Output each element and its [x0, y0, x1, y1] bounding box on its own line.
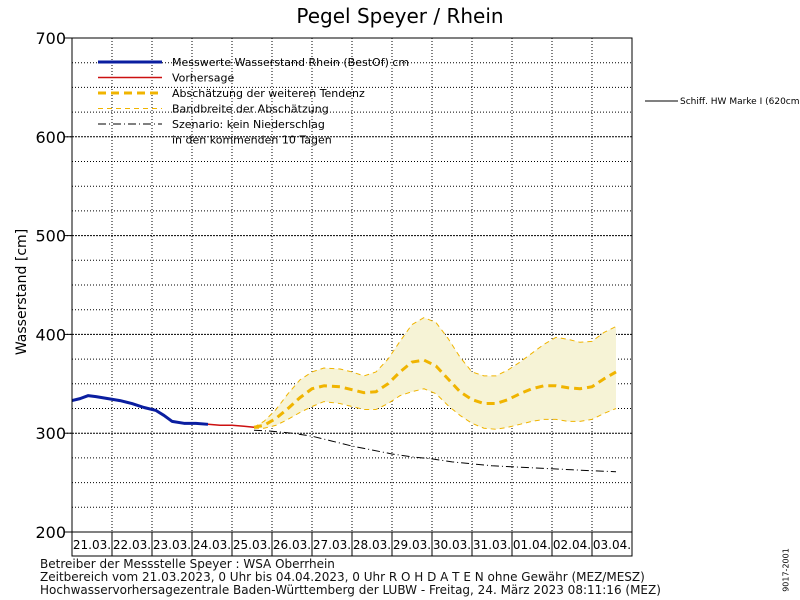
x-tick-label: 29.03.: [393, 538, 431, 552]
x-tick-label: 28.03.: [353, 538, 391, 552]
y-tick-label: 400: [35, 325, 66, 344]
x-tick-label: 30.03.: [433, 538, 471, 552]
x-tick-label: 25.03.: [233, 538, 271, 552]
y-tick-label: 600: [35, 128, 66, 147]
reference-line-label: Schiff. HW Marke I (620cm): [680, 97, 800, 107]
series-forecast-line: [207, 423, 255, 429]
chart-title: Pegel Speyer / Rhein: [296, 4, 504, 28]
series-measured-line: [71, 394, 209, 426]
footer-source: Hochwasservorhersagezentrale Baden-Württ…: [40, 583, 661, 597]
footer-operator: Betreiber der Messstelle Speyer : WSA Ob…: [40, 557, 335, 571]
uncertainty-band-fill: [254, 317, 616, 430]
legend-label: Messwerte Wasserstand Rhein (BestOf) cm: [172, 56, 409, 69]
series-tendency-line: [253, 358, 617, 429]
x-tick-label: 02.04.: [553, 538, 591, 552]
y-tick-label: 200: [35, 523, 66, 542]
legend-label: Abschätzung der weiteren Tendenz: [172, 87, 365, 100]
series-no-rain-scenario-line: [253, 429, 617, 473]
footer-timerange: Zeitbereich vom 21.03.2023, 0 Uhr bis 04…: [40, 570, 645, 584]
y-tick-label: 700: [35, 29, 66, 48]
chart-code-label: 9017-2001: [781, 548, 791, 592]
y-tick-label: 500: [35, 227, 66, 246]
x-tick-label: 22.03.: [113, 538, 151, 552]
legend-label: in den kommenden 10 Tagen: [172, 134, 332, 147]
x-tick-label: 23.03.: [153, 538, 191, 552]
x-tick-label: 21.03.: [73, 538, 111, 552]
series-band-lower-line: [254, 388, 617, 430]
y-tick-label: 300: [35, 424, 66, 443]
x-tick-label: 24.03.: [193, 538, 231, 552]
legend-label: Vorhersage: [172, 72, 234, 85]
x-tick-label: 27.03.: [313, 538, 351, 552]
series-band-upper-line: [253, 317, 617, 428]
legend-label: Bandbreite der Abschätzung: [172, 103, 329, 116]
x-tick-label: 26.03.: [273, 538, 311, 552]
legend-label: Szenario: kein Niederschlag: [172, 118, 325, 131]
x-tick-label: 31.03.: [473, 538, 511, 552]
x-tick-label: 01.04.: [513, 538, 551, 552]
x-tick-label: 03.04.: [593, 538, 631, 552]
